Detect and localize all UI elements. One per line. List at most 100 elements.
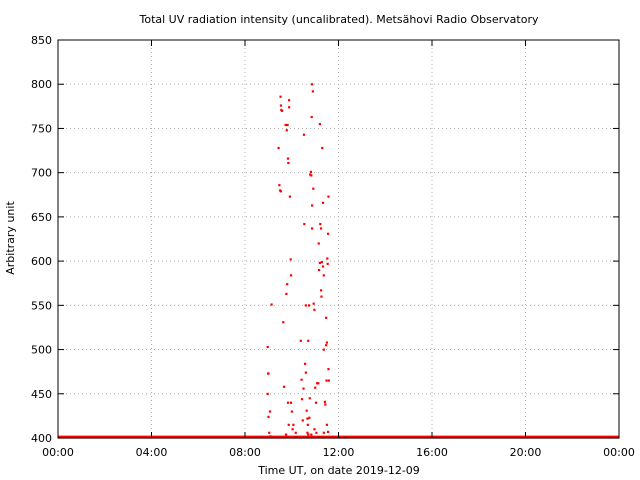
- x-tick-label: 04:00: [136, 446, 168, 459]
- data-point: [327, 379, 330, 382]
- data-point: [326, 257, 329, 260]
- data-point: [304, 304, 307, 307]
- data-point: [326, 232, 330, 235]
- y-tick-label: 850: [31, 34, 52, 47]
- y-tick-label: 550: [31, 299, 52, 312]
- data-point: [303, 222, 306, 226]
- data-point: [268, 431, 271, 434]
- data-point: [286, 401, 290, 404]
- data-point: [268, 410, 272, 413]
- data-point: [327, 368, 330, 371]
- data-point: [320, 295, 323, 298]
- data-point: [288, 99, 291, 102]
- data-point: [266, 345, 269, 349]
- data-point: [311, 227, 314, 230]
- data-point: [286, 123, 289, 127]
- data-point: [289, 401, 293, 404]
- data-point: [305, 409, 308, 412]
- data-point: [317, 382, 320, 385]
- y-axis-label: Arbitrary unit: [4, 201, 17, 275]
- data-point: [325, 344, 328, 347]
- data-point: [308, 397, 311, 400]
- data-point: [319, 227, 323, 230]
- data-point: [282, 321, 285, 324]
- x-tick-label: 08:00: [229, 446, 261, 459]
- data-point: [290, 410, 293, 413]
- grid: [58, 40, 619, 438]
- data-point: [312, 302, 315, 305]
- data-point: [287, 161, 290, 165]
- data-point: [300, 378, 303, 381]
- data-point: [321, 265, 325, 268]
- x-tick-label: 00:00: [42, 446, 74, 459]
- data-point: [322, 348, 325, 351]
- data-point: [307, 339, 310, 342]
- data-point: [321, 201, 325, 204]
- x-axis-label: Time UT, on date 2019-12-09: [257, 464, 420, 477]
- y-tick-label: 800: [31, 78, 52, 91]
- y-tick-label: 650: [31, 211, 52, 224]
- data-point: [325, 341, 329, 344]
- data-point: [307, 304, 311, 307]
- data-point: [326, 430, 330, 434]
- data-point: [267, 415, 270, 418]
- plot-frame: [57, 39, 620, 439]
- data-point: [288, 195, 292, 198]
- data-point: [306, 423, 309, 426]
- data-point: [285, 292, 288, 296]
- data-point: [309, 173, 312, 176]
- data-point: [289, 258, 292, 261]
- data-point: [304, 371, 307, 374]
- data-point: [289, 274, 293, 277]
- data-point: [319, 222, 322, 226]
- data-point: [318, 261, 321, 265]
- data-point: [314, 386, 317, 389]
- data-point: [279, 104, 283, 107]
- data-point: [315, 431, 318, 434]
- data-point: [320, 260, 323, 264]
- data-point: [270, 303, 273, 306]
- data-point: [306, 431, 309, 434]
- data-point: [291, 428, 294, 431]
- data-point: [325, 316, 328, 319]
- data-point: [327, 195, 330, 198]
- data-point: [312, 187, 315, 190]
- data-point: [302, 133, 306, 136]
- data-point: [287, 423, 290, 426]
- data-point: [303, 362, 307, 365]
- data-point: [319, 289, 323, 292]
- x-tick-label: 00:00: [603, 446, 635, 459]
- data-point: [267, 372, 270, 375]
- data-point: [325, 423, 329, 426]
- data-point: [321, 146, 324, 150]
- data-point: [288, 106, 291, 109]
- data-point: [318, 268, 321, 272]
- data-point: [294, 431, 297, 434]
- x-tick-label: 12:00: [323, 446, 355, 459]
- data-point: [307, 433, 310, 436]
- data-point: [281, 109, 284, 112]
- data-point: [317, 242, 320, 245]
- y-tick-label: 700: [31, 167, 52, 180]
- data-point: [324, 403, 327, 406]
- data-point: [313, 308, 316, 311]
- data-point: [308, 416, 311, 419]
- data-point: [299, 339, 302, 342]
- data-point: [322, 274, 325, 277]
- data-point: [322, 431, 325, 434]
- data-point: [325, 379, 328, 382]
- data-point: [309, 170, 313, 173]
- y-tick-label: 400: [31, 432, 52, 445]
- data-point: [284, 123, 287, 127]
- data-point: [326, 262, 329, 265]
- data-point: [278, 184, 281, 187]
- data-point: [302, 387, 305, 390]
- data-point: [285, 129, 288, 132]
- x-tick-label: 20:00: [510, 446, 542, 459]
- data-point: [279, 190, 283, 193]
- data-point: [284, 433, 288, 436]
- data-point: [310, 174, 313, 177]
- chart-title: Total UV radiation intensity (uncalibrat…: [139, 13, 539, 26]
- data-point: [279, 95, 282, 98]
